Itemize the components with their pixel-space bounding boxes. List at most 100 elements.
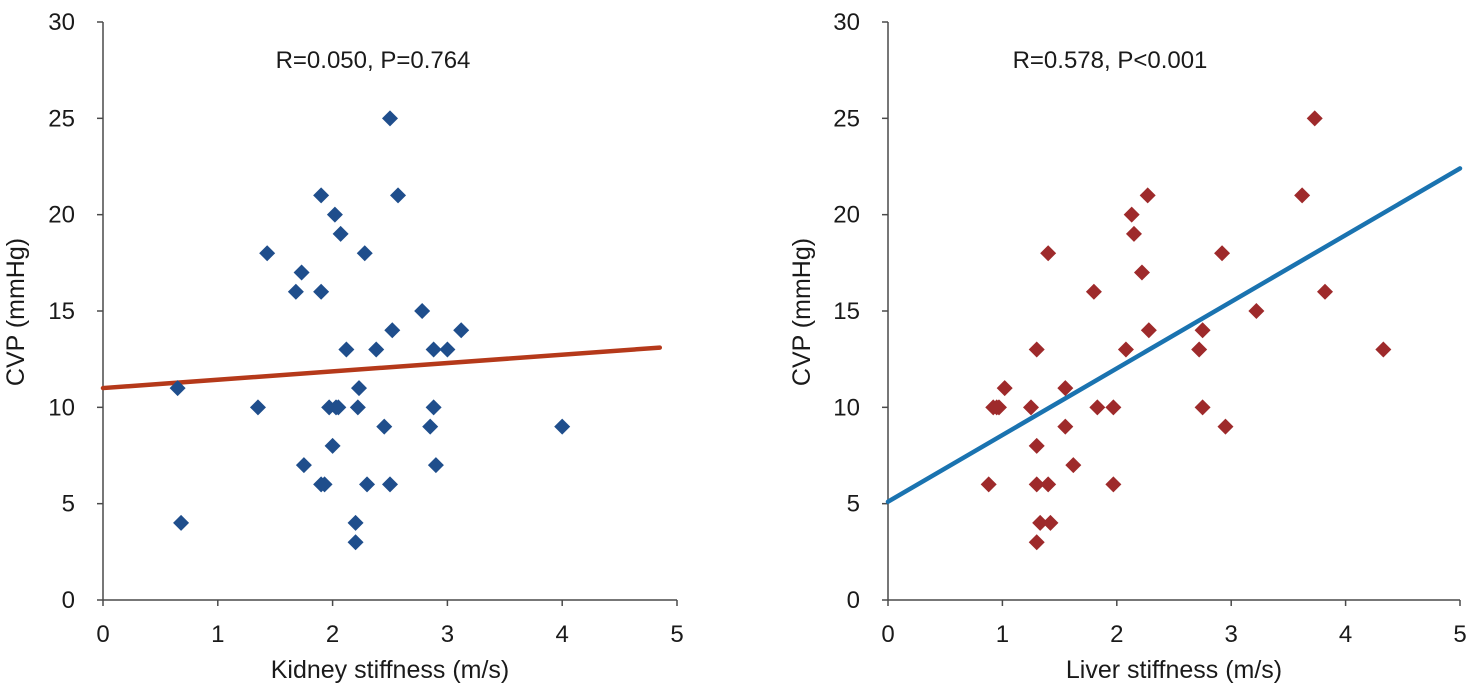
kidney-data-point	[313, 283, 330, 300]
liver-data-point	[1125, 225, 1142, 242]
kidney-data-point	[259, 245, 276, 262]
kidney-y-tick-label: 20	[48, 202, 75, 229]
liver-data-point	[1023, 399, 1039, 416]
kidney-data-point	[356, 245, 373, 262]
liver-data-point	[1317, 283, 1334, 300]
kidney-data-point	[422, 418, 439, 435]
liver-data-point	[1040, 476, 1057, 493]
liver-x-tick-label: 5	[1453, 621, 1466, 648]
liver-data-point	[1133, 264, 1150, 281]
liver-data-point	[1248, 303, 1265, 319]
liver-x-axis-label: Liver stiffness (m/s)	[1066, 656, 1282, 684]
kidney-data-point	[425, 399, 442, 416]
kidney-y-tick-label: 10	[48, 394, 75, 421]
liver-data-point	[1217, 418, 1234, 435]
liver-y-axis-label: CVP (mmHg)	[788, 238, 816, 386]
liver-data-point	[1306, 110, 1323, 127]
kidney-data-point	[295, 457, 312, 474]
liver-data-point	[1139, 187, 1156, 204]
kidney-x-tick-label: 0	[96, 621, 109, 648]
kidney-data-point	[427, 457, 444, 474]
liver-x-tick-label: 2	[1110, 621, 1123, 648]
liver-y-tick-label: 10	[833, 394, 860, 421]
liver-x-tick-label: 0	[881, 621, 894, 648]
kidney-data-point	[554, 418, 571, 435]
liver-data-point	[1040, 245, 1057, 262]
kidney-data-point	[324, 437, 341, 454]
kidney-data-point	[453, 322, 470, 339]
kidney-y-tick-label: 15	[48, 298, 75, 325]
kidney-correlation-annotation: R=0.050, P=0.764	[276, 47, 471, 74]
kidney-y-axis-label: CVP (mmHg)	[2, 238, 30, 386]
kidney-data-point	[313, 187, 330, 204]
kidney-y-tick-label: 25	[48, 105, 75, 132]
liver-y-tick-label: 5	[847, 491, 860, 518]
liver-y-tick-label: 0	[847, 587, 860, 614]
liver-data-point	[980, 476, 997, 493]
kidney-data-point	[249, 399, 266, 416]
liver-y-tick-label: 15	[833, 298, 860, 325]
liver-data-point	[990, 399, 1007, 416]
kidney-data-point	[173, 514, 190, 531]
liver-x-tick-label: 3	[1225, 621, 1238, 648]
liver-data-point	[1028, 437, 1045, 454]
liver-data-point	[1028, 341, 1045, 358]
kidney-data-point	[368, 341, 385, 358]
liver-data-point	[1105, 476, 1122, 493]
liver-correlation-annotation: R=0.578, P<0.001	[1013, 47, 1208, 74]
kidney-data-point	[384, 322, 401, 339]
liver-x-tick-label: 1	[996, 621, 1009, 648]
liver-data-point	[996, 380, 1013, 397]
liver-data-point	[1214, 245, 1231, 262]
liver-data-point	[1065, 457, 1082, 474]
kidney-data-point	[169, 380, 186, 397]
liver-data-point	[1117, 341, 1134, 358]
kidney-data-point	[349, 399, 366, 416]
kidney-data-point	[338, 341, 355, 358]
kidney-x-tick-label: 3	[441, 621, 454, 648]
kidney-data-point	[316, 476, 333, 493]
liver-data-point	[1057, 380, 1074, 397]
liver-data-point	[1140, 322, 1157, 339]
liver-x-tick-label: 4	[1339, 621, 1352, 648]
liver-data-point	[1032, 514, 1049, 531]
liver-regression-line	[885, 166, 1463, 504]
kidney-data-point	[351, 380, 368, 397]
kidney-data-point	[376, 418, 393, 435]
kidney-data-point	[359, 476, 376, 493]
liver-data-point	[1057, 418, 1074, 435]
liver-y-tick-label: 25	[833, 105, 860, 132]
liver-data-point	[1042, 514, 1059, 531]
kidney-data-point	[414, 303, 431, 319]
liver-data-point	[1294, 187, 1311, 204]
kidney-data-point	[332, 225, 349, 242]
kidney-x-tick-label: 1	[211, 621, 224, 648]
liver-y-tick-label: 30	[833, 9, 860, 36]
kidney-regression-line	[100, 345, 663, 391]
kidney-x-axis-label: Kidney stiffness (m/s)	[271, 656, 510, 684]
kidney-y-tick-label: 5	[62, 491, 75, 518]
liver-stiffness-scatter-panel: 0 5 10 15 20 25 30 0 1 2 3 4 5 R=0.578, P<0.001 Liver …	[788, 9, 1467, 684]
liver-data-point	[1191, 341, 1208, 358]
liver-data-point	[1375, 341, 1392, 358]
liver-data-point	[1028, 476, 1045, 493]
liver-data-point	[1085, 283, 1102, 300]
kidney-data-point	[287, 283, 304, 300]
liver-data-point	[1194, 399, 1211, 416]
kidney-data-point	[347, 514, 364, 531]
kidney-y-tick-label: 0	[62, 587, 75, 614]
kidney-data-point	[425, 341, 442, 358]
kidney-data-point	[347, 534, 364, 551]
liver-data-point	[1105, 399, 1122, 416]
liver-data-point	[1123, 206, 1140, 223]
kidney-data-point	[382, 476, 398, 493]
liver-data-point	[1089, 399, 1106, 416]
kidney-data-point	[326, 206, 343, 223]
kidney-y-tick-label: 30	[48, 9, 75, 36]
kidney-data-point	[330, 399, 347, 416]
kidney-x-tick-label: 4	[556, 621, 569, 648]
kidney-data-point	[382, 110, 398, 127]
kidney-data-point	[293, 264, 310, 281]
kidney-stiffness-scatter-panel: 0 5 10 15 20 25 30 0 1 2 3 4 5 R=0.050, P=0.764 Kidney…	[2, 9, 684, 684]
